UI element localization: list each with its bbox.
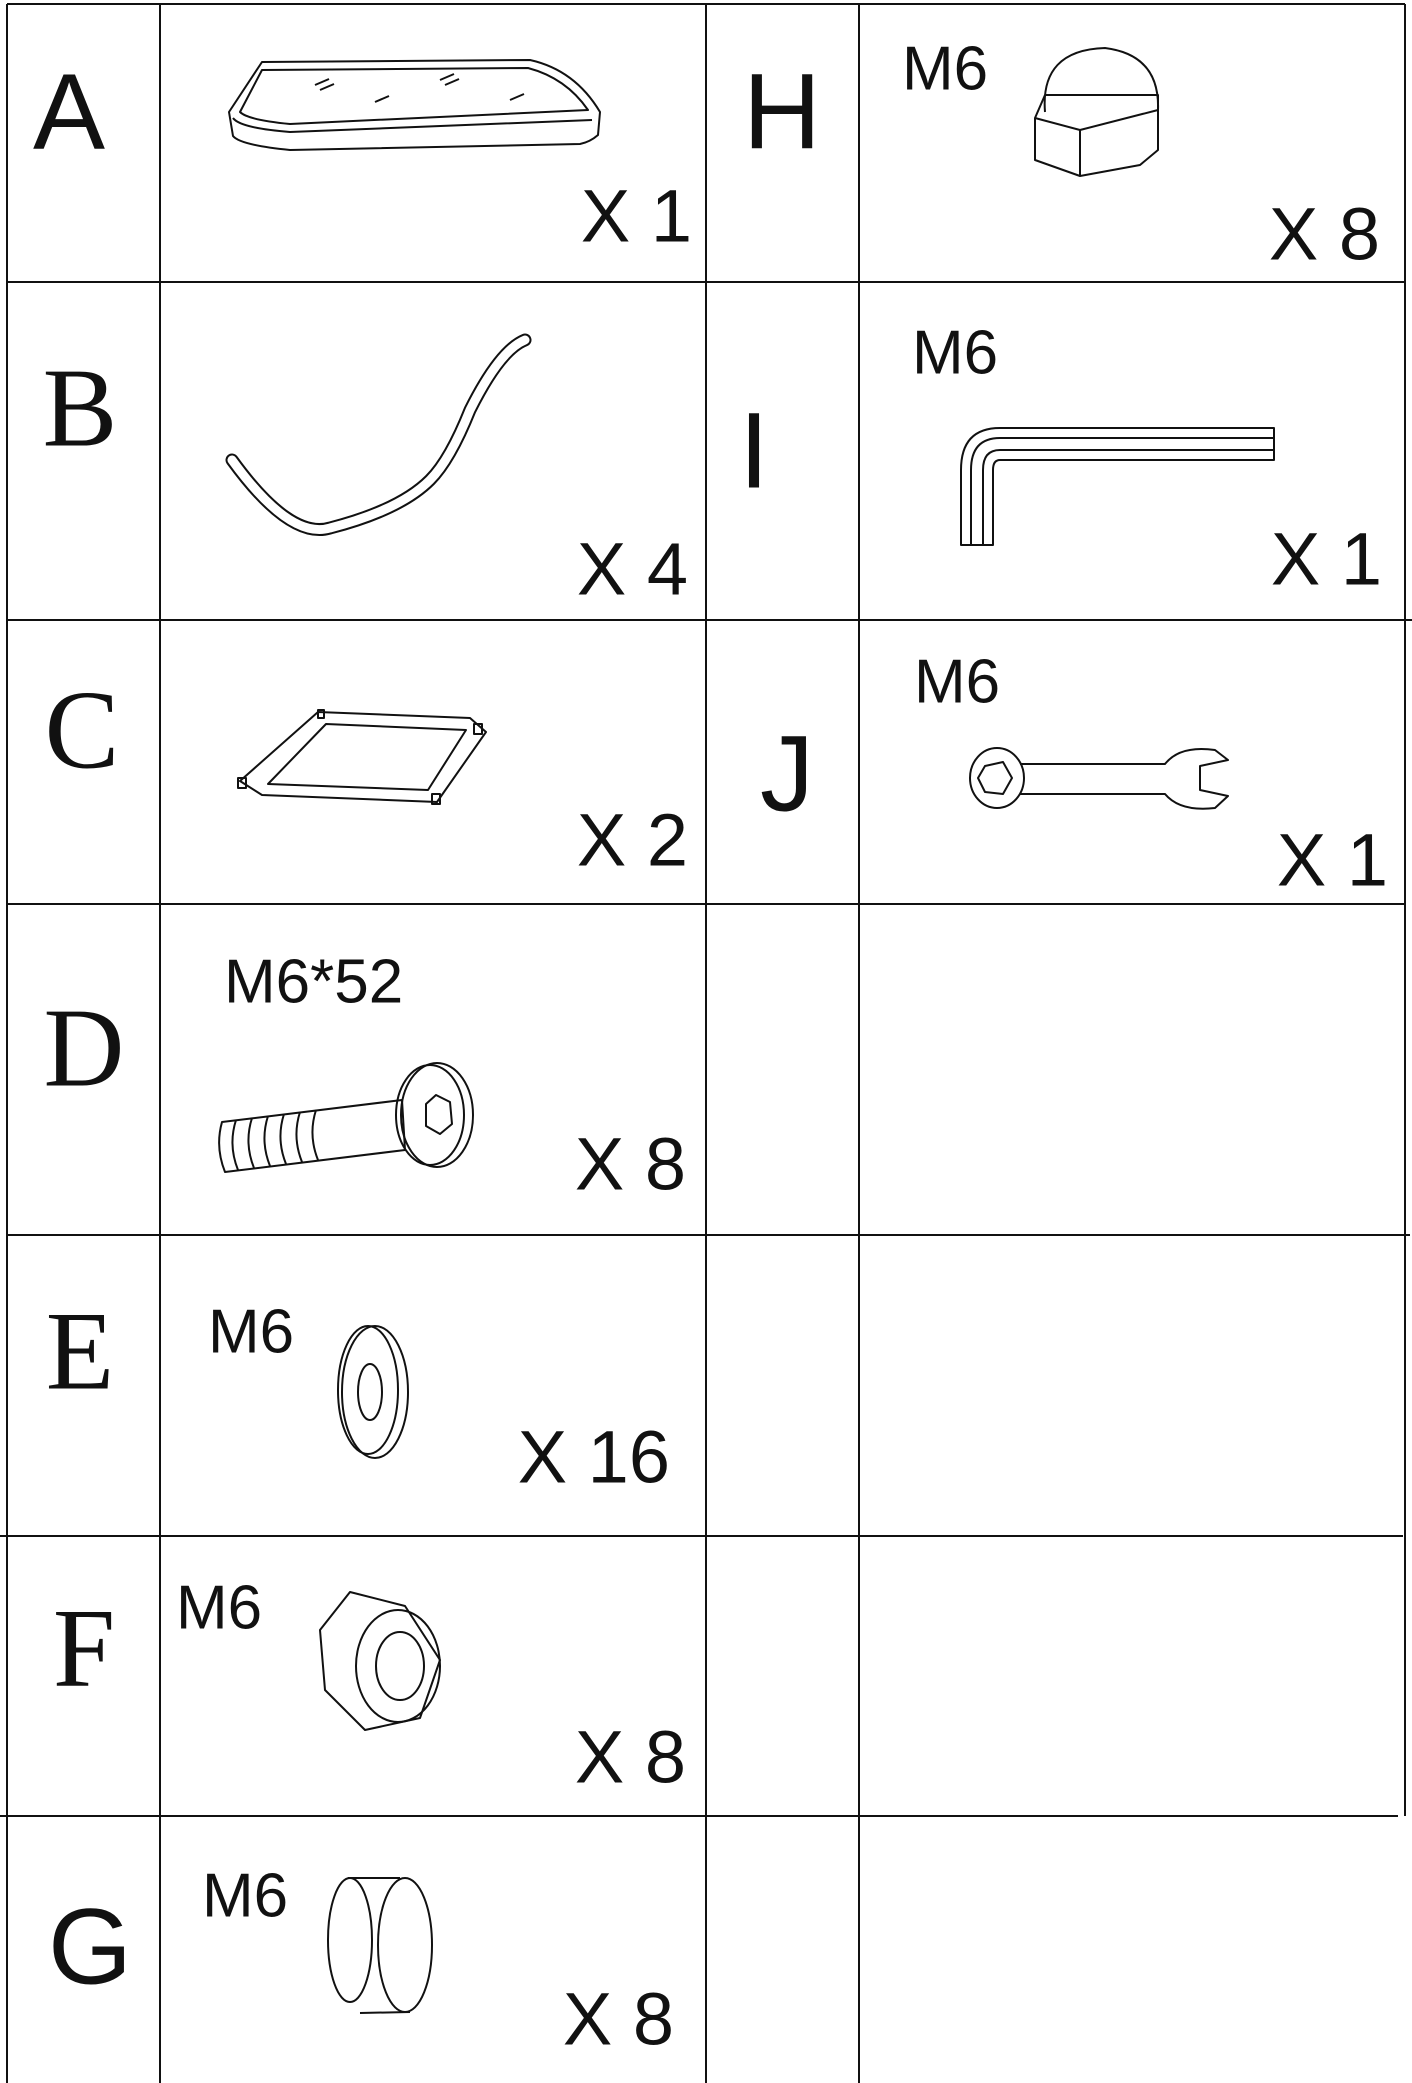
sleeve-drawing xyxy=(327,1877,433,2014)
part-quantity: X 4 xyxy=(577,528,688,611)
part-quantity: X 8 xyxy=(563,1978,674,2061)
part-letter: A xyxy=(33,51,105,172)
part-letter: B xyxy=(43,347,118,471)
bolt-drawing xyxy=(218,1062,474,1173)
part-spec: M6 xyxy=(902,34,988,103)
part-quantity: X 1 xyxy=(581,175,692,258)
spanner-drawing xyxy=(969,747,1229,810)
part-quantity: X 8 xyxy=(1269,193,1380,276)
table-grid xyxy=(0,3,1412,2083)
part-spec: M6 xyxy=(208,1297,294,1366)
part-spec: M6 xyxy=(202,1861,288,1930)
part-letter: E xyxy=(46,1290,114,1414)
part-letter: G xyxy=(48,1886,132,2007)
glass-tray-drawing xyxy=(228,59,601,151)
part-spec: M6 xyxy=(176,1573,262,1642)
hex-key-drawing xyxy=(960,427,1275,546)
part-spec: M6*52 xyxy=(224,947,403,1016)
part-spec: M6 xyxy=(914,647,1000,716)
part-letter: H xyxy=(743,51,821,172)
part-quantity: X 16 xyxy=(518,1416,670,1499)
part-quantity: X 2 xyxy=(577,799,688,882)
tube-drawing xyxy=(225,333,532,536)
part-letter: C xyxy=(45,669,120,793)
part-quantity: X 8 xyxy=(575,1716,686,1799)
part-spec: M6 xyxy=(912,318,998,387)
part-letter: J xyxy=(760,713,814,834)
part-letter: D xyxy=(44,987,125,1111)
nut-drawing xyxy=(319,1591,441,1731)
part-quantity: X 8 xyxy=(575,1123,686,1206)
part-letter: F xyxy=(53,1587,115,1711)
washer-drawing xyxy=(337,1325,409,1459)
frame-drawing xyxy=(237,709,487,805)
part-quantity: X 1 xyxy=(1271,518,1382,601)
part-quantity: X 1 xyxy=(1277,819,1388,902)
part-letter: I xyxy=(739,390,769,511)
cap-nut-drawing xyxy=(1034,47,1160,177)
